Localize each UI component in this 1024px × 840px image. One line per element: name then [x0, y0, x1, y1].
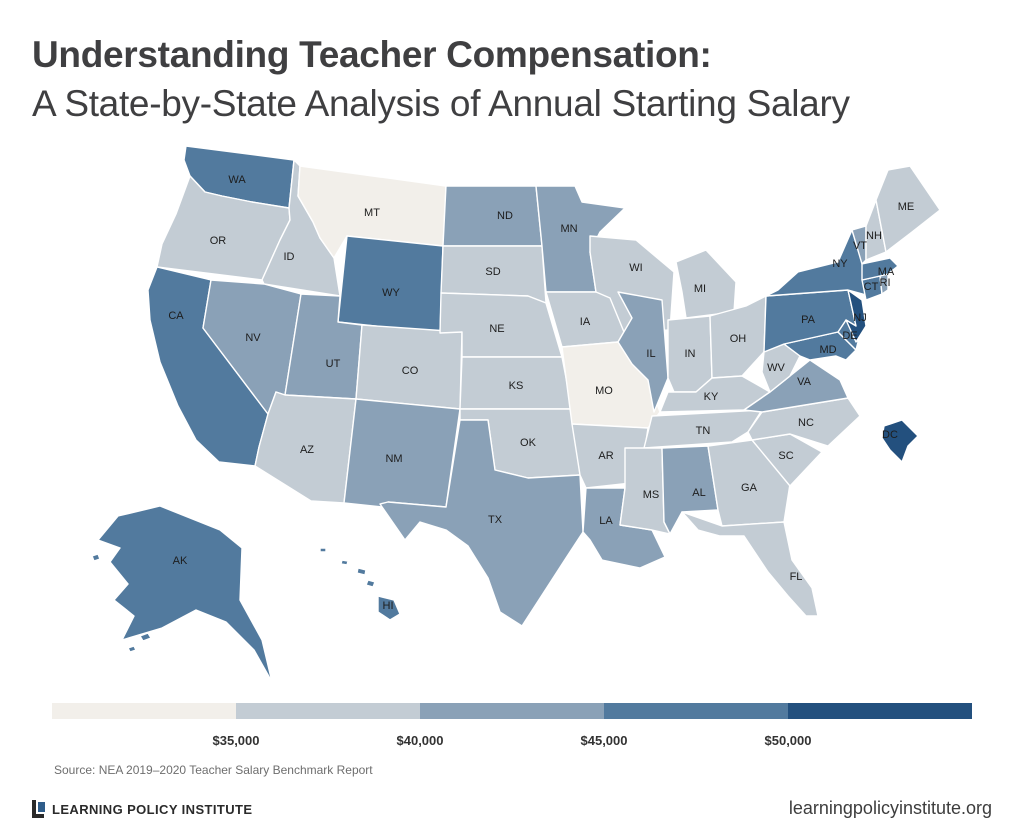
- org-logo: LEARNING POLICY INSTITUTE: [32, 800, 252, 818]
- state-label-ky: KY: [704, 391, 719, 403]
- state-label-in: IN: [685, 348, 696, 360]
- website-link[interactable]: learningpolicyinstitute.org: [788, 798, 992, 818]
- source-note: Source: NEA 2019–2020 Teacher Salary Ben…: [54, 763, 373, 777]
- state-label-ca: CA: [168, 310, 184, 322]
- state-me: [875, 165, 941, 253]
- state-label-ny: NY: [832, 258, 848, 270]
- org-name: LEARNING POLICY INSTITUTE: [52, 801, 253, 817]
- state-label-co: CO: [402, 365, 419, 377]
- state-label-mn: MN: [560, 223, 577, 235]
- state-label-nd: ND: [497, 210, 513, 222]
- state-label-id: ID: [284, 251, 295, 263]
- state-label-nv: NV: [245, 332, 261, 344]
- state-hi: [377, 595, 401, 621]
- state-label-tx: TX: [488, 514, 503, 526]
- state-label-md: MD: [819, 344, 836, 356]
- legend-bin-4: [788, 703, 972, 719]
- state-label-ok: OK: [520, 437, 537, 449]
- island-shape: [365, 579, 376, 588]
- island-shape: [319, 547, 327, 553]
- state-label-mi: MI: [694, 283, 706, 295]
- state-label-ct: CT: [864, 281, 879, 293]
- state-ak: [97, 505, 273, 683]
- state-label-wv: WV: [767, 362, 785, 374]
- island-shape: [356, 567, 367, 576]
- title-line-2: A State-by-State Analysis of Annual Star…: [32, 83, 850, 124]
- state-label-mt: MT: [364, 207, 380, 219]
- island-shape: [91, 553, 101, 562]
- legend-tick-label: $40,000: [396, 733, 444, 748]
- state-il: [617, 291, 669, 413]
- state-fl: [681, 511, 819, 617]
- island-shape: [127, 645, 137, 653]
- state-label-pa: PA: [801, 314, 816, 326]
- state-label-wa: WA: [228, 174, 246, 186]
- legend-tick-label: $50,000: [764, 733, 812, 748]
- state-label-ne: NE: [489, 323, 504, 335]
- state-label-al: AL: [692, 487, 705, 499]
- state-nj: [845, 289, 867, 343]
- state-label-nc: NC: [798, 417, 814, 429]
- state-label-de: DE: [842, 330, 857, 342]
- state-label-ar: AR: [598, 450, 613, 462]
- legend-tick-label: $35,000: [212, 733, 260, 748]
- state-label-tn: TN: [696, 425, 711, 437]
- state-label-wy: WY: [382, 287, 400, 299]
- state-tn: [643, 409, 763, 449]
- state-label-wi: WI: [629, 262, 642, 274]
- legend-bin-3: [604, 703, 788, 719]
- state-dc: [881, 419, 919, 463]
- state-label-sd: SD: [485, 266, 500, 278]
- state-ma: [861, 257, 899, 281]
- state-label-ut: UT: [326, 358, 341, 370]
- state-label-il: IL: [646, 348, 655, 360]
- state-label-ri: RI: [880, 277, 891, 289]
- state-label-la: LA: [599, 515, 613, 527]
- state-label-vt: VT: [853, 240, 867, 252]
- state-label-nh: NH: [866, 230, 882, 242]
- title-line-1: Understanding Teacher Compensation:: [32, 34, 712, 75]
- page-title: Understanding Teacher Compensation: A St…: [32, 30, 850, 128]
- state-label-ms: MS: [643, 489, 660, 501]
- state-label-sc: SC: [778, 450, 793, 462]
- island-shape: [139, 632, 152, 642]
- legend-ticks: $35,000 $40,000 $45,000 $50,000: [52, 733, 972, 751]
- state-label-nj: NJ: [853, 312, 866, 324]
- state-label-dc: DC: [882, 429, 898, 441]
- state-label-az: AZ: [300, 444, 314, 456]
- legend-bin-0: [52, 703, 236, 719]
- state-label-ma: MA: [878, 266, 895, 278]
- state-wy: [337, 235, 444, 334]
- state-label-ia: IA: [580, 316, 591, 328]
- island-shape: [340, 559, 349, 566]
- legend-bin-1: [236, 703, 420, 719]
- state-label-fl: FL: [790, 571, 803, 583]
- state-tx: [379, 419, 584, 627]
- state-label-oh: OH: [730, 333, 747, 345]
- legend-color-scale: [52, 703, 972, 719]
- state-label-ak: AK: [173, 555, 188, 567]
- state-ky: [659, 375, 771, 413]
- legend-bin-2: [420, 703, 604, 719]
- state-label-va: VA: [797, 376, 812, 388]
- lpi-logo-icon: [32, 800, 46, 818]
- state-label-mo: MO: [595, 385, 613, 397]
- state-label-or: OR: [210, 235, 227, 247]
- state-label-ga: GA: [741, 482, 758, 494]
- state-label-hi: HI: [383, 600, 394, 612]
- state-label-me: ME: [898, 201, 915, 213]
- state-nd: [442, 185, 543, 247]
- state-label-ks: KS: [509, 380, 524, 392]
- state-label-nm: NM: [385, 453, 402, 465]
- legend-tick-label: $45,000: [580, 733, 628, 748]
